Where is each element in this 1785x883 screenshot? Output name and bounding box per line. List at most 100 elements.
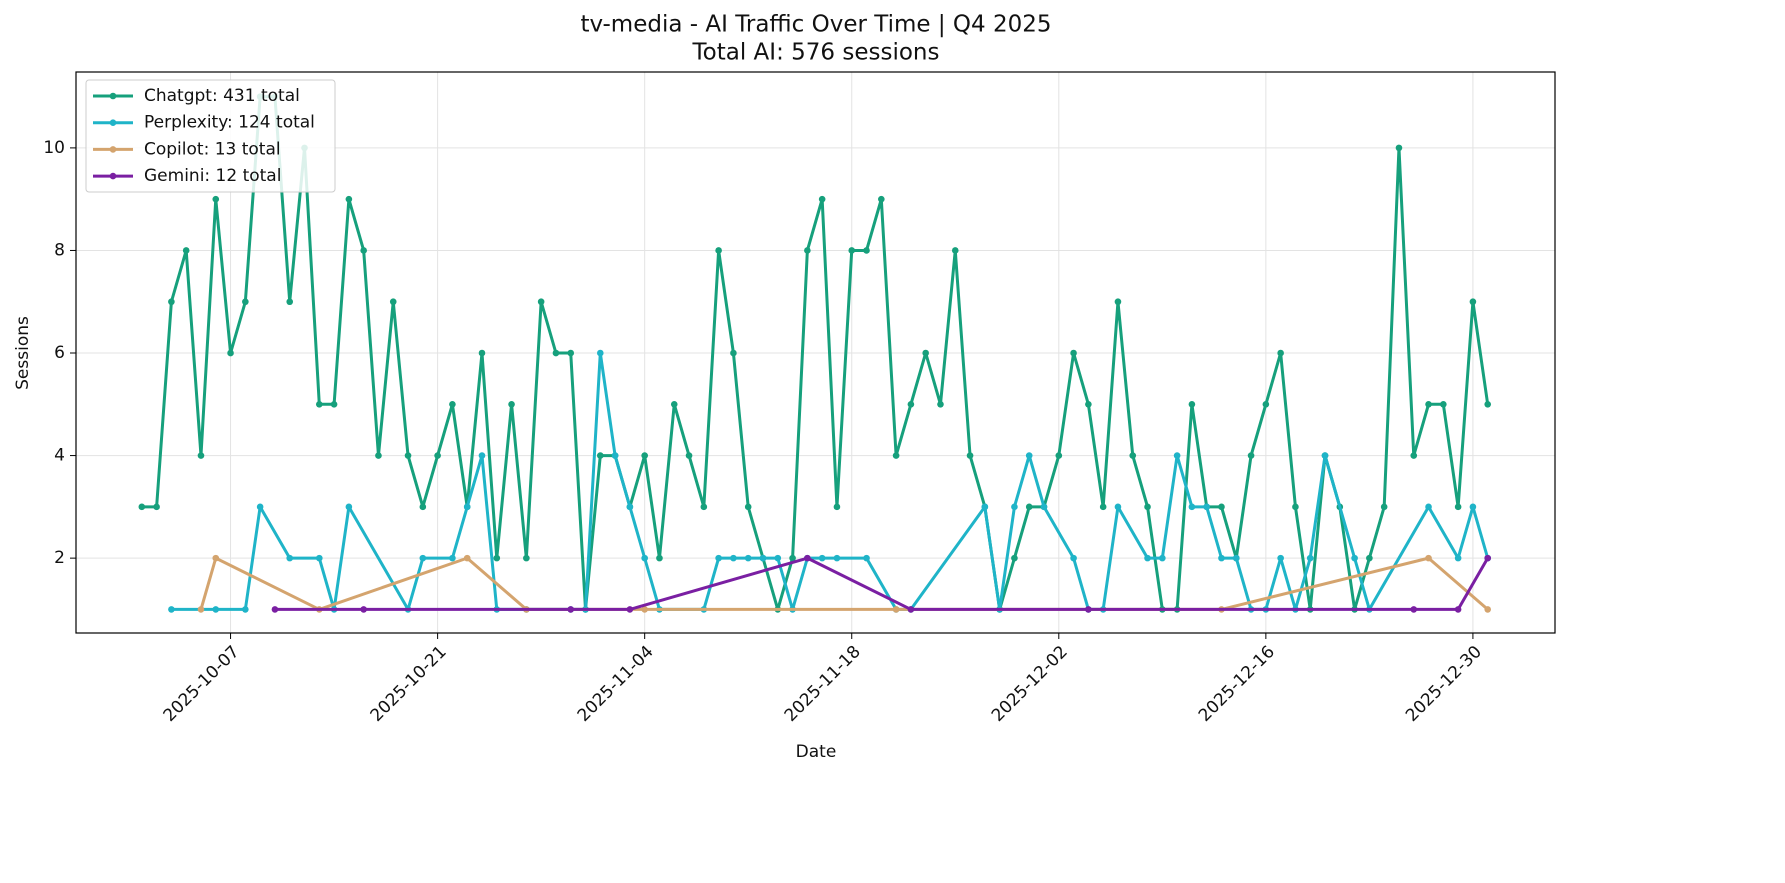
data-point — [463, 554, 471, 562]
data-point — [552, 349, 560, 357]
data-point — [1129, 452, 1137, 459]
data-point — [670, 400, 678, 408]
data-point — [1011, 554, 1018, 562]
data-point — [1484, 400, 1492, 408]
series-line — [274, 556, 1490, 611]
data-point — [508, 400, 515, 408]
data-point — [1395, 144, 1403, 152]
data-point — [1055, 452, 1063, 459]
data-point — [389, 298, 397, 306]
legend-marker — [109, 119, 117, 126]
data-point — [227, 349, 234, 357]
data-point — [256, 503, 264, 511]
data-point — [449, 400, 456, 408]
data-point — [1262, 400, 1270, 408]
data-point — [1440, 400, 1447, 408]
data-point — [641, 554, 648, 562]
data-point — [375, 452, 382, 459]
data-point — [804, 554, 811, 562]
data-point — [951, 247, 959, 254]
data-point — [153, 503, 160, 511]
data-point — [1085, 400, 1092, 408]
legend-label: Copilot: 13 total — [144, 139, 281, 159]
data-point — [1484, 606, 1492, 613]
data-point — [523, 554, 530, 562]
data-point — [922, 349, 929, 357]
data-point — [1025, 503, 1033, 511]
data-point — [981, 503, 989, 511]
data-point — [774, 554, 782, 562]
data-point — [271, 606, 279, 613]
data-point — [449, 554, 456, 562]
data-point — [567, 349, 575, 357]
data-point — [537, 298, 545, 306]
data-point — [892, 606, 900, 613]
data-point — [1232, 554, 1240, 562]
legend-label: Gemini: 12 total — [144, 166, 281, 186]
data-point — [1410, 606, 1418, 613]
legend-marker — [109, 146, 117, 153]
data-point — [168, 298, 175, 306]
data-point — [197, 606, 205, 613]
data-point — [759, 554, 767, 562]
data-point — [1025, 452, 1033, 459]
data-point — [168, 606, 175, 613]
y-tick-label: 4 — [54, 446, 65, 466]
data-point — [463, 503, 471, 511]
data-point — [700, 503, 708, 511]
data-point — [419, 503, 427, 511]
data-point — [907, 606, 915, 613]
data-point — [804, 247, 811, 254]
data-point — [685, 452, 693, 459]
data-point — [907, 400, 915, 408]
data-point — [1188, 400, 1196, 408]
legend-label: Perplexity: 124 total — [144, 113, 315, 133]
y-tick-label: 2 — [54, 548, 65, 568]
data-point — [1454, 606, 1462, 613]
data-point — [937, 400, 944, 408]
data-point — [315, 400, 323, 408]
data-point — [1425, 554, 1432, 562]
data-point — [1218, 503, 1225, 511]
data-point — [1144, 554, 1151, 562]
y-tick-label: 6 — [54, 343, 65, 363]
data-point — [715, 554, 722, 562]
data-point — [878, 195, 885, 203]
data-point — [1159, 554, 1166, 562]
data-point — [404, 452, 412, 459]
data-point — [330, 400, 338, 408]
data-point — [1321, 452, 1329, 459]
data-point — [138, 503, 146, 511]
data-point — [1292, 503, 1299, 511]
data-point — [597, 349, 604, 357]
data-point — [212, 554, 220, 562]
data-point — [1425, 400, 1432, 408]
data-point — [1203, 503, 1210, 511]
legend-box — [85, 79, 336, 193]
y-axis-label: Sessions — [13, 316, 33, 390]
data-point — [1277, 349, 1284, 357]
data-point — [419, 554, 427, 562]
data-point — [1277, 554, 1284, 562]
data-point — [1410, 452, 1418, 459]
data-point — [730, 554, 737, 562]
data-point — [286, 298, 294, 306]
data-point — [730, 349, 737, 357]
data-point — [286, 554, 294, 562]
data-point — [1484, 554, 1492, 562]
data-point — [567, 606, 575, 613]
data-point — [242, 298, 249, 306]
data-point — [478, 349, 486, 357]
data-point — [1173, 452, 1181, 459]
data-point — [1114, 298, 1122, 306]
data-point — [744, 554, 752, 562]
data-point — [1380, 503, 1388, 511]
data-point — [1188, 503, 1196, 511]
data-point — [833, 503, 841, 511]
data-point — [833, 554, 841, 562]
data-point — [818, 195, 826, 203]
data-point — [1144, 503, 1151, 511]
y-tick-label: 8 — [54, 240, 65, 260]
